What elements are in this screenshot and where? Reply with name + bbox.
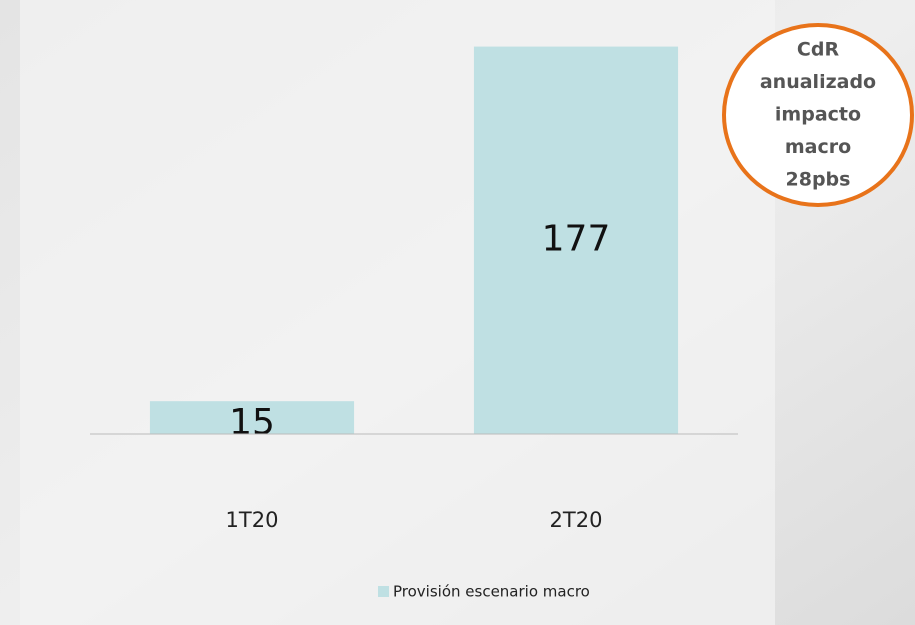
annotation-text: CdR: [797, 39, 840, 61]
legend-label: Provisión escenario macro: [393, 583, 590, 601]
legend-swatch: [378, 586, 389, 597]
bar: [473, 46, 679, 435]
annotation-text: impacto: [775, 104, 861, 126]
annotation-circle: [722, 23, 914, 207]
annotation-text: anualizado: [760, 71, 876, 93]
annotation-text: macro: [785, 136, 851, 158]
data-label: 15: [229, 402, 275, 443]
annotation-text: 28pbs: [786, 169, 851, 191]
x-tick-label: 1T20: [226, 508, 279, 532]
data-label: 177: [542, 218, 611, 259]
x-tick-label: 2T20: [550, 508, 603, 532]
bar: [149, 401, 355, 434]
